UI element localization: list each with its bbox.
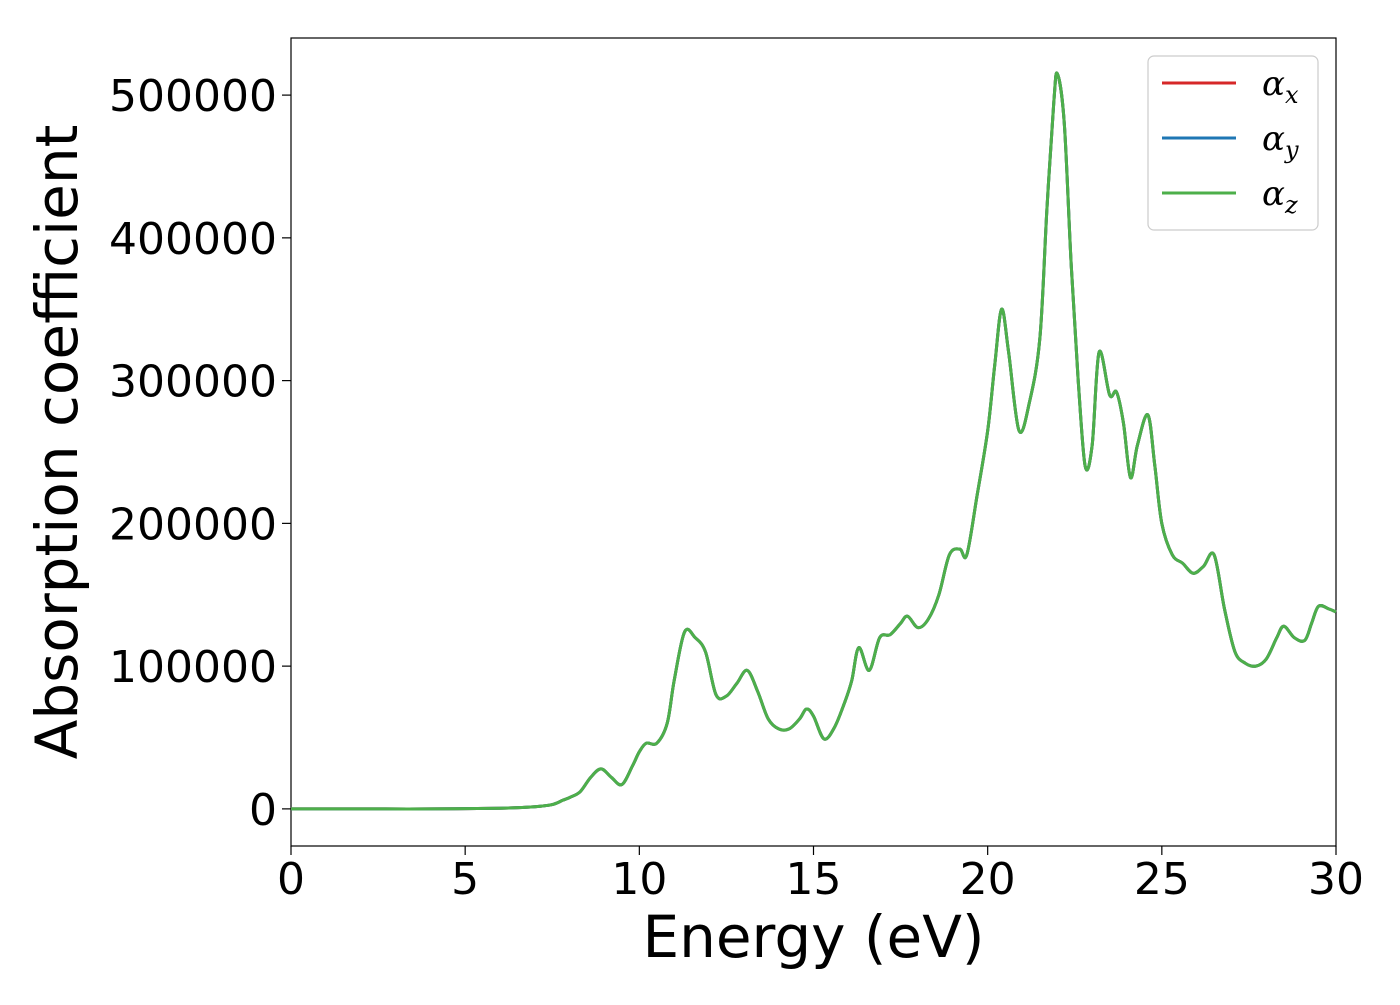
y-tick-label-0: 0 (249, 785, 277, 836)
legend-label-alpha-x: αx (1262, 64, 1299, 109)
legend-alpha-symbol: α (1262, 64, 1285, 104)
x-tick-label-2: 10 (611, 854, 667, 905)
y-tick-label-5: 500000 (109, 71, 277, 122)
series-line-alpha-z (291, 71, 1337, 811)
y-axis-label: Absorption coefficient (23, 125, 91, 760)
y-tick-label-2: 200000 (109, 499, 277, 550)
y-tick-label-1: 100000 (109, 642, 277, 693)
y-tick-label-3: 300000 (109, 357, 277, 408)
x-tick-label-4: 20 (960, 854, 1016, 905)
legend-alpha-symbol: α (1262, 119, 1285, 159)
plot-group: 0 5 10 15 20 25 30 0 100000 200000 300000 400000 500… (23, 37, 1364, 971)
x-tick-label-6: 30 (1308, 854, 1364, 905)
legend-subscript: x (1285, 81, 1299, 109)
legend-subscript: z (1284, 191, 1298, 219)
x-axis-label: Energy (eV) (642, 903, 984, 971)
legend-label-alpha-y: αy (1262, 119, 1299, 164)
legend-label-alpha-z: αz (1262, 174, 1298, 219)
x-tick-label-5: 25 (1134, 854, 1190, 905)
legend-alpha-symbol: α (1262, 174, 1285, 214)
x-tick-label-3: 15 (786, 854, 842, 905)
legend-subscript: y (1284, 136, 1299, 164)
y-tick-label-4: 400000 (109, 214, 277, 265)
x-tick-label-1: 5 (451, 854, 479, 905)
legend-box (1147, 55, 1319, 231)
x-tick-label-0: 0 (277, 854, 305, 905)
